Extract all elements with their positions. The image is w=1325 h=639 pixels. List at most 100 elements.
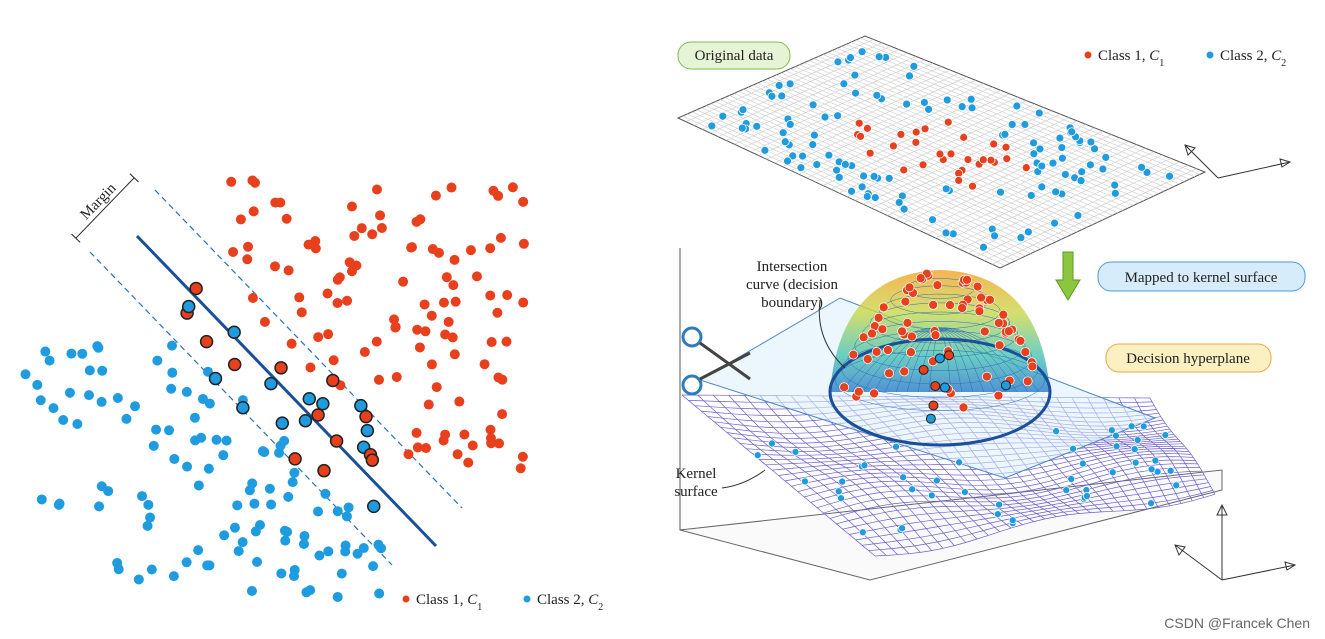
point [1029, 138, 1038, 148]
grid-line [991, 168, 1197, 265]
point [359, 409, 373, 424]
point [1022, 376, 1033, 387]
point [431, 382, 442, 393]
grid-line [943, 147, 1146, 243]
point [1050, 218, 1059, 228]
point [518, 196, 529, 207]
point [1108, 468, 1117, 477]
point [485, 243, 496, 254]
point [1034, 108, 1044, 118]
point [501, 336, 512, 347]
point [985, 294, 995, 305]
point [288, 452, 302, 466]
point [492, 307, 503, 318]
point [1000, 380, 1011, 391]
legend-text: Class 1, [416, 592, 467, 608]
point [834, 172, 844, 182]
point [441, 272, 452, 283]
point [738, 105, 748, 115]
right-panel: Original data Class 1, C1 Class 2, C2 Ma… [674, 35, 1306, 581]
point [918, 160, 928, 170]
point [767, 91, 777, 101]
point [448, 280, 459, 291]
point [1172, 481, 1181, 490]
point [957, 102, 967, 112]
points [20, 175, 529, 602]
point [137, 491, 148, 502]
mesh-line [874, 493, 1216, 557]
point [421, 443, 432, 454]
point [854, 118, 864, 128]
point [839, 79, 849, 89]
point [1073, 211, 1083, 220]
point [888, 141, 898, 151]
point [360, 423, 375, 438]
point [414, 342, 425, 353]
point [189, 412, 200, 423]
point [196, 432, 207, 443]
point [219, 530, 230, 541]
legend-entry: Class 2, C2 [537, 592, 603, 613]
point [287, 477, 298, 488]
point [203, 463, 214, 474]
point [329, 434, 344, 448]
axes-top [1184, 144, 1292, 179]
point [902, 99, 912, 109]
legend-dot [402, 595, 410, 603]
point [412, 442, 423, 453]
point [928, 400, 939, 411]
legend-subscript: 2 [1281, 58, 1286, 69]
point [94, 501, 105, 512]
point [1002, 154, 1012, 164]
point [20, 369, 31, 380]
legend-text: Class 2, [537, 592, 588, 608]
point [235, 214, 246, 225]
point [419, 299, 430, 310]
point [972, 281, 983, 292]
grid-line [951, 151, 1155, 246]
point [943, 117, 953, 127]
point [406, 242, 417, 253]
point [1048, 158, 1058, 168]
point [869, 388, 879, 399]
point [1015, 336, 1026, 346]
point [485, 290, 496, 301]
axes-bottom [1174, 503, 1297, 581]
point [314, 550, 325, 561]
point [259, 316, 270, 327]
point [352, 548, 363, 559]
point [146, 564, 157, 575]
grid-line [927, 141, 1129, 235]
point [899, 204, 909, 214]
point [48, 403, 59, 414]
point [403, 449, 414, 460]
point [920, 124, 930, 134]
point [1055, 133, 1065, 143]
point [911, 127, 921, 137]
point [244, 485, 255, 496]
point [151, 424, 162, 435]
point [493, 372, 504, 383]
point [438, 297, 449, 308]
base-plane [679, 469, 1223, 581]
point [479, 359, 490, 370]
point [113, 564, 124, 575]
hyperplane-label: Decision hyperplane [1126, 351, 1250, 367]
point [978, 155, 988, 165]
grid-line [919, 137, 1121, 231]
point [326, 373, 340, 388]
grid-line [790, 68, 1124, 211]
point [228, 247, 239, 258]
point [774, 81, 784, 90]
point [518, 297, 529, 308]
watermark: CSDN @Francek Chen [1164, 615, 1310, 631]
grid-line [818, 56, 1154, 197]
point [420, 326, 431, 337]
point [227, 325, 241, 339]
point [993, 390, 1004, 401]
point [121, 413, 132, 424]
point [354, 398, 368, 413]
point [959, 132, 969, 142]
point [1051, 187, 1061, 197]
